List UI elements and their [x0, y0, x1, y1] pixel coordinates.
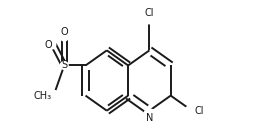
Text: CH₃: CH₃ [33, 91, 51, 101]
Ellipse shape [48, 41, 56, 49]
Text: O: O [60, 27, 68, 37]
Text: N: N [146, 113, 153, 123]
Text: Cl: Cl [145, 8, 154, 18]
Text: S: S [61, 60, 67, 71]
Ellipse shape [41, 90, 62, 101]
Ellipse shape [140, 13, 159, 24]
Text: O: O [44, 40, 52, 50]
Ellipse shape [60, 62, 68, 69]
Ellipse shape [144, 109, 154, 117]
Ellipse shape [60, 33, 68, 41]
Text: Cl: Cl [194, 106, 204, 116]
Ellipse shape [184, 105, 204, 116]
